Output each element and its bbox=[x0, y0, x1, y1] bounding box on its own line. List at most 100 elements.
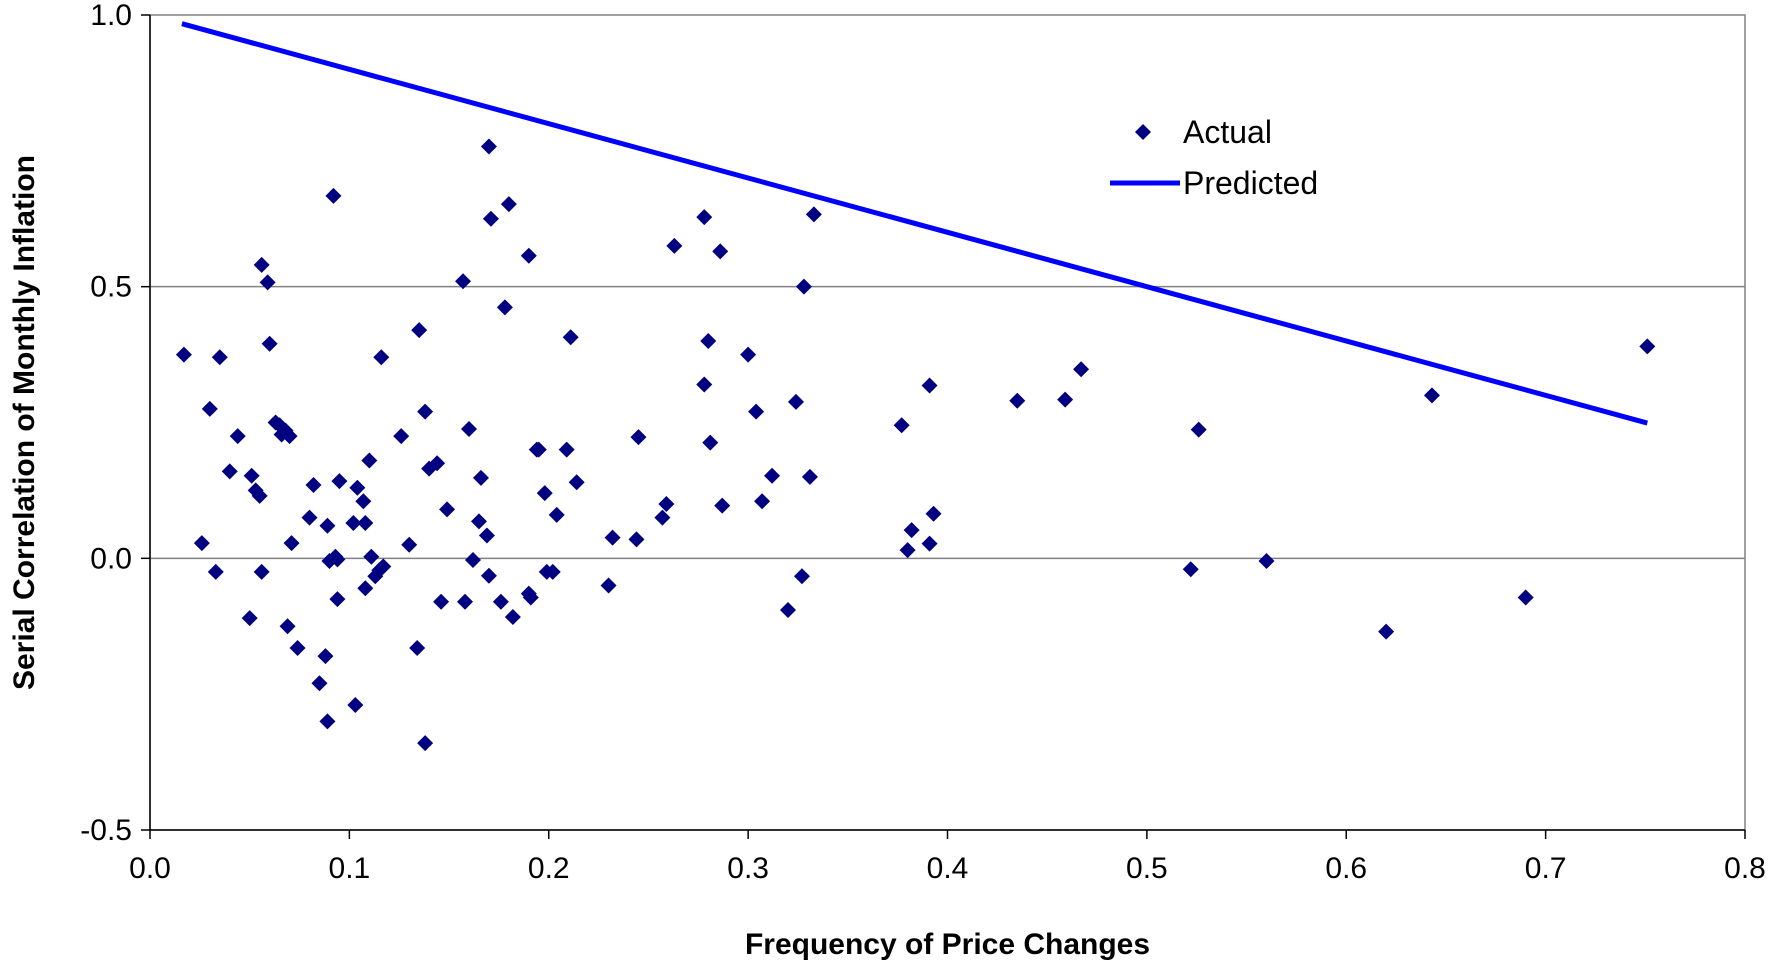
data-point bbox=[787, 393, 804, 410]
data-point bbox=[331, 473, 348, 490]
data-point bbox=[1190, 421, 1207, 438]
data-point bbox=[243, 467, 260, 484]
x-tick-label: 0.2 bbox=[528, 852, 570, 885]
data-point bbox=[666, 237, 683, 254]
data-point bbox=[433, 593, 450, 610]
data-point bbox=[530, 441, 547, 458]
data-point bbox=[461, 421, 477, 438]
x-tick-label: 0.8 bbox=[1724, 852, 1766, 885]
data-point bbox=[455, 273, 472, 290]
data-point bbox=[754, 493, 771, 510]
data-point bbox=[500, 196, 517, 213]
data-point bbox=[349, 479, 366, 496]
data-point bbox=[478, 527, 495, 544]
data-point bbox=[279, 618, 296, 635]
data-point bbox=[496, 299, 513, 316]
x-axis-title: Frequency of Price Changes bbox=[745, 928, 1150, 961]
data-point bbox=[921, 377, 938, 394]
data-point bbox=[393, 428, 410, 445]
data-point bbox=[712, 243, 729, 260]
data-point bbox=[921, 535, 938, 552]
legend-predicted-label: Predicted bbox=[1183, 165, 1318, 201]
data-point bbox=[457, 593, 474, 610]
predicted-line bbox=[181, 21, 1648, 426]
data-point bbox=[175, 346, 192, 363]
data-point bbox=[253, 563, 270, 580]
y-tick-label: 0.5 bbox=[90, 271, 132, 304]
data-point bbox=[311, 675, 328, 692]
data-point bbox=[253, 256, 270, 273]
data-point bbox=[261, 335, 278, 352]
legend-actual-label: Actual bbox=[1183, 114, 1272, 150]
data-point bbox=[357, 580, 374, 597]
data-point bbox=[630, 429, 647, 446]
data-point bbox=[504, 609, 521, 626]
data-point bbox=[658, 496, 675, 512]
data-point bbox=[1258, 553, 1275, 570]
data-point bbox=[1182, 561, 1199, 578]
data-point bbox=[207, 563, 224, 580]
series bbox=[175, 21, 1656, 752]
data-point bbox=[740, 346, 757, 363]
data-point bbox=[305, 476, 322, 493]
data-point bbox=[600, 577, 617, 594]
data-point bbox=[319, 517, 336, 534]
data-point bbox=[409, 639, 426, 656]
data-point bbox=[700, 333, 717, 349]
data-point bbox=[375, 558, 392, 575]
data-point bbox=[401, 536, 418, 553]
data-point bbox=[439, 501, 456, 518]
data-point bbox=[329, 591, 346, 608]
data-point bbox=[247, 482, 264, 499]
data-point bbox=[764, 467, 781, 484]
y-tick-label: 1.0 bbox=[90, 0, 132, 32]
data-point bbox=[480, 567, 497, 584]
data-point bbox=[793, 568, 810, 585]
plot-area bbox=[149, 14, 1746, 831]
data-point bbox=[714, 497, 731, 514]
data-point bbox=[548, 506, 565, 523]
data-point bbox=[568, 474, 585, 491]
data-point bbox=[417, 735, 434, 752]
data-point bbox=[472, 469, 489, 486]
data-point bbox=[1378, 623, 1395, 640]
data-point bbox=[319, 713, 336, 730]
y-tick-label: 0.0 bbox=[90, 542, 132, 575]
data-point bbox=[1073, 361, 1090, 378]
data-point bbox=[345, 515, 362, 532]
x-tick-label: 0.4 bbox=[927, 852, 969, 885]
data-point bbox=[355, 493, 372, 510]
data-point bbox=[193, 535, 210, 552]
x-tick-label: 0.6 bbox=[1325, 852, 1367, 885]
data-point bbox=[702, 434, 719, 451]
data-point bbox=[522, 589, 539, 606]
data-point bbox=[520, 247, 537, 264]
data-point bbox=[251, 487, 268, 504]
data-point bbox=[1057, 391, 1074, 408]
x-tick-label: 0.0 bbox=[129, 852, 171, 885]
data-point bbox=[211, 349, 228, 366]
data-point bbox=[1009, 392, 1026, 409]
data-point bbox=[480, 138, 497, 155]
data-point bbox=[925, 505, 942, 522]
data-point bbox=[281, 428, 298, 445]
data-point bbox=[604, 529, 621, 546]
data-point bbox=[301, 509, 318, 526]
x-tick-label: 0.1 bbox=[329, 852, 371, 885]
data-point bbox=[259, 274, 276, 291]
data-point bbox=[464, 551, 481, 568]
gridlines bbox=[150, 285, 1745, 560]
x-tick-label: 0.5 bbox=[1126, 852, 1168, 885]
data-point bbox=[903, 522, 920, 539]
data-point bbox=[283, 535, 300, 552]
x-tick-label: 0.7 bbox=[1525, 852, 1567, 885]
data-point bbox=[201, 400, 218, 417]
data-point bbox=[470, 513, 487, 530]
data-point bbox=[1423, 387, 1440, 404]
data-point bbox=[544, 563, 561, 580]
data-point bbox=[628, 531, 645, 548]
y-axis-title: Serial Correlation of Monthly Inflation bbox=[8, 155, 41, 690]
legend-actual-marker bbox=[1135, 124, 1151, 140]
